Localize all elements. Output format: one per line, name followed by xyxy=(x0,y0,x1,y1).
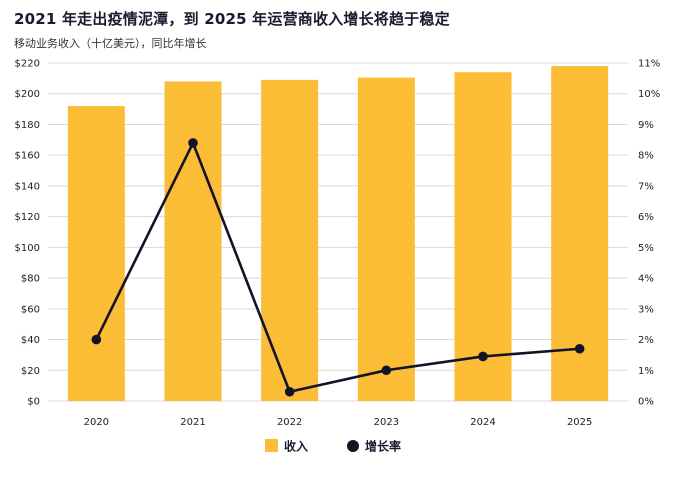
y-right-tick-label: 0% xyxy=(638,397,654,408)
growth-rate-point xyxy=(381,365,392,376)
legend-growth-marker xyxy=(347,440,359,452)
y-right-tick-label: 3% xyxy=(638,304,654,315)
y-right-tick-label: 4% xyxy=(638,274,654,285)
y-left-tick-label: $100 xyxy=(15,243,40,254)
revenue-bar xyxy=(261,79,319,402)
y-right-tick-label: 6% xyxy=(638,212,654,223)
growth-rate-line xyxy=(95,141,580,394)
y-left-tick-label: $60 xyxy=(21,304,40,315)
y-right-tick-label: 1% xyxy=(638,366,654,377)
x-tick-label: 2023 xyxy=(374,417,399,428)
growth-rate-point xyxy=(574,343,585,354)
y-left-tick-label: $80 xyxy=(21,274,40,285)
y-left-tick-label: $220 xyxy=(15,59,40,70)
growth-rate-point xyxy=(188,138,198,148)
y-right-tick-label: 9% xyxy=(638,120,654,131)
legend-growth-label: 增长率 xyxy=(365,439,401,454)
y-left-tick-label: $200 xyxy=(15,89,40,100)
x-tick-label: 2024 xyxy=(470,417,495,428)
growth-rate-point xyxy=(284,386,295,397)
growth-rate-point xyxy=(478,351,488,362)
chart-subtitle: 移动业务收入（十亿美元），同比年增长 xyxy=(14,37,207,50)
x-tick-label: 2025 xyxy=(567,417,592,428)
x-tick-label: 2021 xyxy=(180,417,205,428)
y-left-tick-label: $180 xyxy=(15,120,40,131)
revenue-bar xyxy=(164,81,222,401)
y-right-tick-label: 8% xyxy=(638,151,654,162)
revenue-bar xyxy=(357,77,415,401)
revenue-bar xyxy=(454,72,512,401)
chart-title: 2021 年走出疫情泥潭，到 2025 年运营商收入增长将趋于稳定 xyxy=(14,10,450,28)
y-right-tick-label: 5% xyxy=(638,243,654,254)
x-tick-label: 2020 xyxy=(84,417,109,428)
y-left-tick-label: $140 xyxy=(15,181,40,192)
y-right-tick-label: 11% xyxy=(638,59,660,70)
x-tick-label: 2022 xyxy=(277,417,302,428)
revenue-bar xyxy=(67,106,125,401)
y-left-tick-label: $120 xyxy=(15,212,40,223)
growth-rate-point xyxy=(91,334,102,345)
y-left-tick-label: $160 xyxy=(15,151,40,162)
legend-revenue-label: 收入 xyxy=(284,439,308,454)
y-right-tick-label: 10% xyxy=(638,89,660,100)
y-right-tick-label: 7% xyxy=(638,181,654,192)
legend-revenue-swatch xyxy=(265,439,278,452)
y-left-tick-label: $40 xyxy=(21,335,40,346)
y-right-tick-label: 2% xyxy=(638,335,654,346)
y-left-tick-label: $0 xyxy=(27,397,40,408)
y-left-tick-label: $20 xyxy=(21,366,40,377)
